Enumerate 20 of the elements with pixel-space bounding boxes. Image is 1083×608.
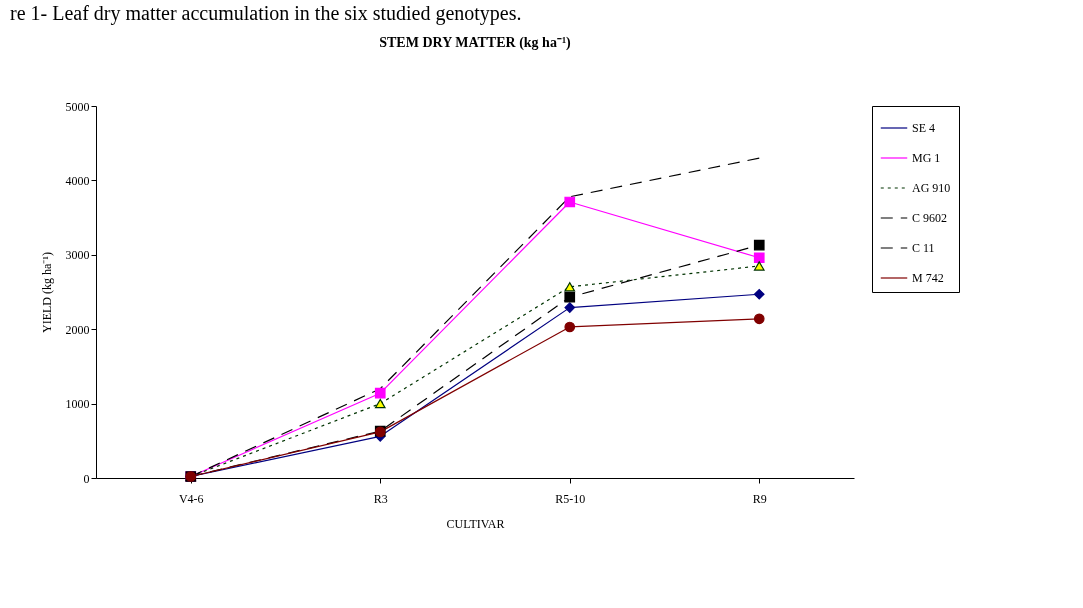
y-tick-label: 4000	[65, 173, 90, 188]
y-tick-label: 3000	[65, 248, 90, 263]
x-tick-label: V4-6	[178, 491, 204, 506]
legend-label: AG 910	[912, 181, 951, 195]
y-tick-label: 2000	[65, 322, 90, 337]
y-tick-label: 5000	[65, 99, 90, 114]
legend-label: M 742	[912, 271, 944, 285]
legend-label: SE 4	[912, 121, 936, 135]
y-tick-label: 1000	[65, 397, 90, 412]
x-tick-label: R3	[373, 491, 388, 506]
x-axis-title: CULTIVAR	[446, 516, 505, 531]
legend-label: MG 1	[912, 151, 941, 165]
legend-label: C 11	[912, 241, 935, 255]
x-tick-label: R5-10	[555, 491, 586, 506]
legend-label: C 9602	[912, 211, 948, 225]
text: re 1- Leaf dry matter accumulation in the six studied genotypes.	[9, 1, 523, 26]
x-tick-label: R9	[752, 491, 767, 506]
y-tick-label: 0	[83, 471, 90, 486]
y-axis-title: YIELD (kg ha⁻¹)	[39, 252, 54, 333]
chart-title: STEM DRY MATTER (kg ha⁻¹)	[379, 35, 572, 51]
